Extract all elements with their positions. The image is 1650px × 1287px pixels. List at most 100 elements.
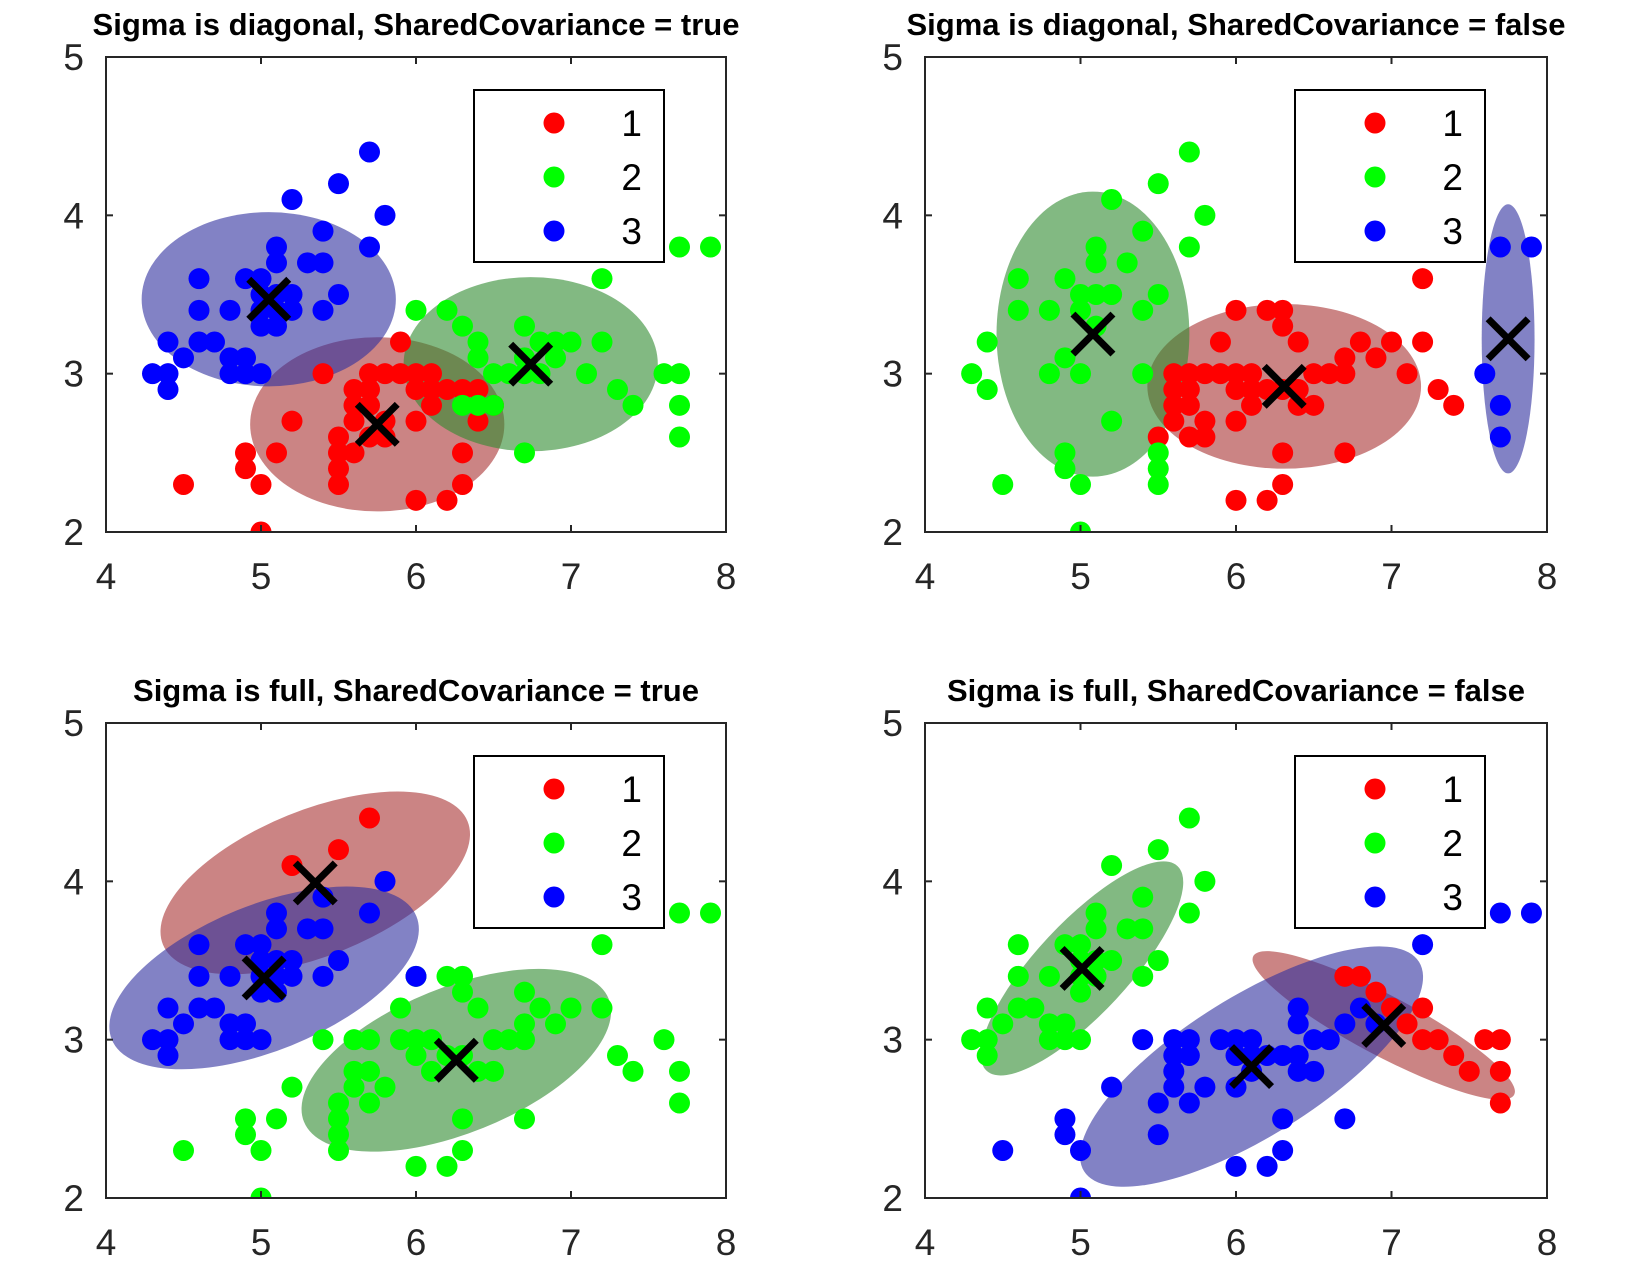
- data-point: [1412, 1029, 1434, 1051]
- data-point: [1132, 965, 1154, 987]
- x-tick-label: 8: [1537, 1222, 1558, 1263]
- x-tick-label: 4: [96, 556, 117, 597]
- data-point: [1272, 1045, 1294, 1066]
- legend-label-3: 3: [1442, 877, 1463, 918]
- data-point: [1225, 1155, 1247, 1177]
- data-point: [1163, 379, 1185, 400]
- x-tick-label: 5: [1070, 1222, 1091, 1263]
- data-point: [235, 934, 256, 956]
- data-point: [1178, 141, 1200, 163]
- data-point: [250, 1140, 272, 1161]
- y-tick-label: 3: [63, 1020, 84, 1061]
- data-point: [669, 363, 690, 385]
- data-point: [1023, 997, 1045, 1019]
- data-point: [452, 474, 473, 495]
- data-point: [1303, 1029, 1325, 1051]
- data-point: [669, 1092, 690, 1114]
- data-point: [545, 1013, 566, 1035]
- legend-label-1: 1: [1442, 103, 1463, 144]
- legend[interactable]: 1 2 3: [1294, 89, 1486, 263]
- data-point: [1209, 331, 1231, 353]
- data-point: [405, 410, 427, 432]
- data-point: [312, 965, 334, 987]
- data-point: [1489, 1092, 1511, 1114]
- data-point: [1412, 331, 1434, 353]
- data-point: [961, 363, 983, 385]
- data-point: [405, 489, 427, 511]
- data-point: [235, 1013, 256, 1035]
- data-point: [1038, 965, 1060, 987]
- data-point: [1163, 1060, 1185, 1082]
- data-point: [1178, 1092, 1200, 1114]
- legend[interactable]: 1 2 3: [473, 755, 665, 929]
- data-point: [359, 236, 380, 258]
- data-point: [1054, 268, 1076, 290]
- y-tick-label: 2: [882, 1178, 903, 1219]
- data-point: [1085, 252, 1107, 274]
- data-point: [1101, 950, 1123, 971]
- data-point: [219, 347, 241, 369]
- x-tick-label: 5: [1070, 556, 1091, 597]
- data-point: [483, 1029, 504, 1051]
- data-point: [1101, 284, 1123, 305]
- series-1: [1334, 965, 1511, 1114]
- data-point: [1178, 236, 1200, 258]
- data-point: [235, 442, 256, 464]
- data-point: [405, 965, 427, 987]
- data-point: [1147, 839, 1169, 861]
- data-point: [188, 934, 210, 956]
- data-point: [1054, 1029, 1076, 1051]
- data-point: [1474, 1029, 1496, 1051]
- data-point: [1256, 489, 1278, 511]
- x-tick-label: 7: [561, 556, 582, 597]
- data-point: [173, 474, 194, 495]
- legend[interactable]: 1 2 3: [473, 89, 665, 263]
- legend-marker-2: [543, 832, 565, 854]
- data-point: [250, 934, 272, 956]
- data-point: [173, 347, 194, 369]
- data-point: [1225, 299, 1247, 321]
- legend-marker-2: [1364, 166, 1386, 188]
- data-point: [328, 1140, 349, 1161]
- data-point: [545, 347, 566, 369]
- data-point: [1101, 189, 1123, 210]
- centroid-marker-3: [1485, 316, 1531, 362]
- data-point: [281, 1076, 303, 1098]
- data-point: [235, 458, 256, 480]
- data-point: [436, 965, 458, 987]
- data-point: [1038, 299, 1060, 321]
- data-point: [1458, 1060, 1480, 1082]
- data-point: [266, 236, 287, 258]
- x-tick-label: 6: [1226, 1222, 1247, 1263]
- data-point: [1303, 363, 1325, 385]
- data-point: [1178, 807, 1200, 829]
- data-point: [390, 997, 411, 1019]
- data-point: [1070, 934, 1091, 956]
- data-point: [1163, 394, 1185, 416]
- data-point: [328, 1092, 349, 1114]
- centroid-marker-2: [1070, 311, 1116, 357]
- x-tick-label: 7: [561, 1222, 582, 1263]
- data-point: [312, 220, 334, 242]
- data-point: [1412, 934, 1434, 956]
- data-point: [1427, 1029, 1449, 1051]
- data-point: [219, 1029, 241, 1051]
- data-point: [266, 950, 287, 971]
- data-point: [359, 141, 380, 163]
- data-point: [157, 363, 179, 385]
- data-point: [467, 331, 489, 353]
- data-point: [1070, 363, 1091, 385]
- centroid-marker-1: [1261, 363, 1307, 409]
- data-point: [266, 315, 287, 337]
- data-point: [1163, 1076, 1185, 1098]
- data-point: [1147, 474, 1169, 495]
- series-1: [1147, 268, 1465, 511]
- legend[interactable]: 1 2 3: [1294, 755, 1486, 929]
- data-point: [312, 299, 334, 321]
- data-point: [669, 1060, 690, 1082]
- data-point: [328, 173, 349, 195]
- data-point: [992, 474, 1014, 495]
- data-point: [591, 997, 613, 1019]
- data-point: [204, 997, 225, 1019]
- data-point: [1163, 1029, 1185, 1051]
